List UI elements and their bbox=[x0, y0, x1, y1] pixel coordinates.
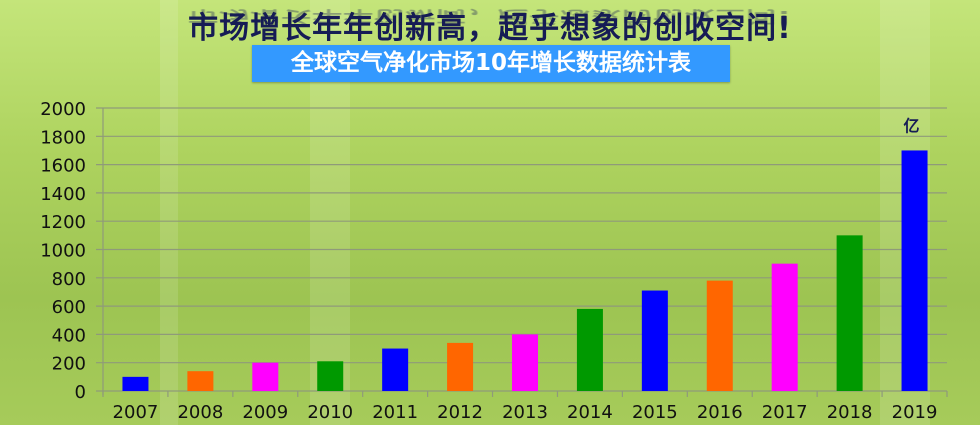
page-title: 市场增长年年创新高，超乎想象的创收空间! bbox=[188, 11, 792, 46]
bar-2016 bbox=[706, 280, 733, 391]
y-tick-label: 1000 bbox=[40, 241, 86, 262]
bar-2013 bbox=[512, 334, 538, 391]
x-tick-label: 2016 bbox=[697, 402, 743, 423]
x-tick-label: 2014 bbox=[567, 402, 613, 423]
bar-2018 bbox=[836, 235, 863, 391]
bar-2014 bbox=[576, 308, 603, 391]
x-tick-label: 2011 bbox=[372, 402, 418, 423]
y-tick-label: 400 bbox=[52, 325, 86, 346]
x-tick-label: 2019 bbox=[892, 402, 938, 423]
y-tick-label: 200 bbox=[52, 354, 86, 375]
x-tick-label: 2012 bbox=[437, 402, 483, 423]
y-tick-label: 1800 bbox=[40, 127, 86, 148]
y-tick-label: 1400 bbox=[40, 184, 86, 205]
bar-2012 bbox=[447, 342, 474, 391]
y-tick-label: 1600 bbox=[40, 156, 86, 177]
bar-2011 bbox=[382, 348, 409, 391]
bar-2009 bbox=[252, 362, 279, 391]
y-tick-label: 1200 bbox=[40, 212, 86, 233]
x-tick-label: 2007 bbox=[113, 402, 159, 423]
bar-2019 bbox=[901, 150, 928, 391]
y-tick-label: 2000 bbox=[40, 99, 86, 120]
bar-2008 bbox=[187, 371, 214, 391]
chart-title-banner: 全球空气净化市场10年增长数据统计表 bbox=[252, 45, 730, 82]
x-tick-label: 2013 bbox=[502, 402, 548, 423]
x-tick-label: 2008 bbox=[177, 402, 223, 423]
bar-2010 bbox=[317, 361, 344, 391]
background-stripe bbox=[160, 0, 178, 425]
y-tick-label: 0 bbox=[75, 382, 86, 403]
x-tick-label: 2017 bbox=[762, 402, 808, 423]
bar-2007 bbox=[122, 376, 149, 391]
x-tick-label: 2015 bbox=[632, 402, 678, 423]
x-tick-label: 2018 bbox=[827, 402, 873, 423]
bar-2017 bbox=[771, 263, 798, 391]
x-tick-label: 2010 bbox=[307, 402, 353, 423]
x-tick-label: 2009 bbox=[242, 402, 288, 423]
bar-2015 bbox=[641, 290, 668, 391]
unit-label: 亿 bbox=[904, 116, 920, 135]
y-tick-label: 600 bbox=[52, 297, 86, 318]
y-tick-label: 800 bbox=[52, 269, 86, 290]
